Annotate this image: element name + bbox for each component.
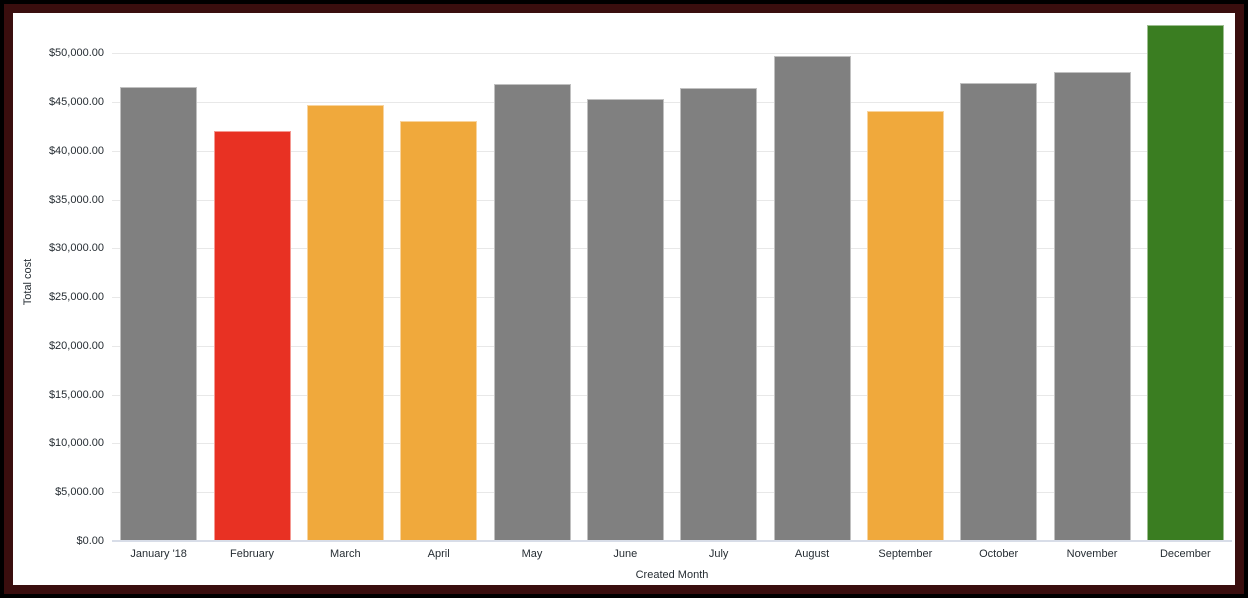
gridline <box>112 297 1232 299</box>
x-tick-label: September <box>878 548 933 560</box>
y-tick-label: $40,000.00 <box>48 144 104 157</box>
bar-october[interactable] <box>960 82 1038 541</box>
y-tick-label: $10,000.00 <box>48 437 104 450</box>
x-tick-label: March <box>330 548 361 560</box>
y-tick-label: $50,000.00 <box>48 47 104 60</box>
y-tick-label: $20,000.00 <box>48 339 104 352</box>
x-tick-label: October <box>979 548 1019 560</box>
bar-april[interactable] <box>400 120 478 541</box>
y-tick-label: $25,000.00 <box>48 291 104 304</box>
x-tick-label: November <box>1066 548 1118 560</box>
bar-august[interactable] <box>773 56 851 541</box>
bar-january-18[interactable] <box>120 87 198 541</box>
bar-february[interactable] <box>213 131 291 541</box>
y-tick-label: $45,000.00 <box>48 96 104 109</box>
x-tick-label: February <box>229 548 275 560</box>
x-tick-label: August <box>794 548 830 560</box>
bar-may[interactable] <box>493 83 571 541</box>
x-tick-label: May <box>521 548 543 560</box>
gridline <box>112 102 1232 104</box>
bar-july[interactable] <box>680 88 758 541</box>
chart-frame: Total cost $0.00 $5,000.00 $10,000.00 $15,0… <box>4 4 1244 594</box>
x-axis-tick-labels: January '18 February March April May June July… <box>112 548 1232 564</box>
y-axis-tick-labels: $0.00 $5,000.00 $10,000.00 $15,000.00 $20,00… <box>13 24 104 547</box>
x-axis-line <box>112 540 1232 542</box>
y-tick-label: $30,000.00 <box>48 242 104 255</box>
x-tick-label: December <box>1159 548 1211 560</box>
x-tick-label: June <box>613 548 638 560</box>
gridline <box>112 345 1232 347</box>
y-tick-label: $5,000.00 <box>55 486 104 499</box>
x-tick-label: July <box>708 548 729 560</box>
y-tick-label: $35,000.00 <box>48 193 104 206</box>
x-tick-label: January '18 <box>130 548 187 560</box>
gridline <box>112 199 1232 201</box>
gridline <box>112 394 1232 396</box>
plot-area <box>112 24 1232 542</box>
bar-december[interactable] <box>1146 24 1224 541</box>
y-tick-label: $0.00 <box>76 535 104 547</box>
bar-june[interactable] <box>586 99 664 541</box>
bar-november[interactable] <box>1053 71 1131 541</box>
bar-september[interactable] <box>866 110 944 541</box>
x-tick-label: April <box>427 548 450 560</box>
gridline <box>112 150 1232 152</box>
gridline <box>112 248 1232 250</box>
gridline <box>112 443 1232 445</box>
gridline <box>112 53 1232 55</box>
y-tick-label: $15,000.00 <box>48 388 104 401</box>
x-axis-title: Created Month <box>635 569 709 581</box>
bar-march[interactable] <box>306 104 384 541</box>
gridline <box>112 492 1232 494</box>
